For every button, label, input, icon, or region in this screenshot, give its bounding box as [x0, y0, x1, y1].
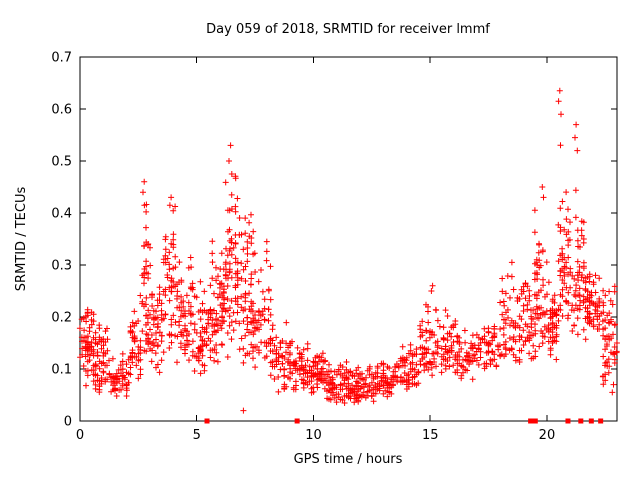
- y-tick-label: 0: [64, 415, 72, 430]
- zero-level-marker: [598, 418, 604, 424]
- x-tick-label: 10: [305, 428, 322, 443]
- zero-level-marker: [204, 418, 210, 424]
- x-axis-label: GPS time / hours: [294, 452, 403, 467]
- x-tick-label: 5: [193, 428, 201, 443]
- y-tick-label: 0.1: [51, 363, 72, 378]
- x-tick-label: 0: [76, 428, 84, 443]
- y-tick-label: 0.7: [51, 51, 72, 66]
- chart-title: Day 059 of 2018, SRMTID for receiver lmm…: [206, 22, 490, 37]
- plot-axes: 0 5 10 15 20 0 0.1 0.2 0.3 0.4 0.5 0.6 0.7: [51, 51, 618, 443]
- x-tick-label: 20: [539, 428, 556, 443]
- y-tick-label: 0.6: [51, 103, 72, 118]
- zero-level-marker: [588, 418, 594, 424]
- zero-level-marker: [578, 418, 584, 424]
- y-tick-label: 0.4: [51, 207, 72, 222]
- x-tick-label: 15: [422, 428, 439, 443]
- zero-level-marker: [532, 418, 538, 424]
- y-axis-label: SRMTID / TECUs: [14, 187, 29, 292]
- y-tick-label: 0.5: [51, 155, 72, 170]
- zero-level-marker: [294, 418, 300, 424]
- scatter-points: [76, 87, 620, 424]
- zero-level-marker: [528, 418, 534, 424]
- y-tick-label: 0.3: [51, 259, 72, 274]
- y-tick-label: 0.2: [51, 311, 72, 326]
- zero-level-marker: [565, 418, 571, 424]
